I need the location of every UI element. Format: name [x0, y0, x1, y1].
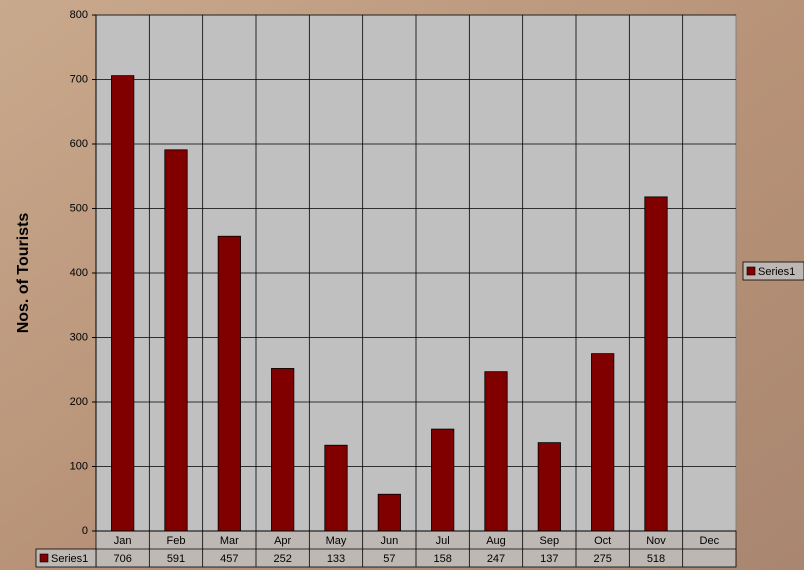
legend	[742, 261, 804, 281]
y-tick-label: 800	[70, 9, 88, 21]
x-tick-label: Aug	[486, 535, 506, 547]
x-tick-label: Dec	[700, 535, 720, 547]
x-tick-label: Feb	[167, 535, 186, 547]
x-tick-label: Jun	[380, 535, 398, 547]
bar	[431, 428, 455, 532]
bar	[164, 149, 188, 532]
table-legend-key	[39, 553, 49, 563]
y-tick-label: 0	[82, 525, 88, 537]
bar	[111, 75, 135, 532]
table-value: 275	[593, 553, 611, 565]
table-value: 158	[433, 553, 451, 565]
bar	[644, 196, 668, 532]
x-tick-label: Sep	[540, 535, 560, 547]
x-tick-label: Mar	[220, 535, 239, 547]
bar	[217, 235, 241, 532]
table-value: 57	[383, 553, 395, 565]
bar	[271, 368, 295, 532]
table-value: 706	[113, 553, 131, 565]
bar	[484, 371, 508, 532]
bar	[324, 444, 348, 532]
table-value: 137	[540, 553, 558, 565]
table-value: 518	[647, 553, 665, 565]
table-value: 247	[487, 553, 505, 565]
y-tick-label: 500	[70, 202, 88, 214]
x-tick-label: Apr	[274, 535, 291, 547]
y-tick-label: 200	[70, 396, 88, 408]
bar	[377, 493, 401, 532]
table-value: 133	[327, 553, 345, 565]
y-axis-label: Nos. of Tourists	[15, 213, 32, 334]
x-tick-label: May	[326, 535, 347, 547]
legend-label: Series1	[758, 266, 795, 278]
x-tick-label: Oct	[594, 535, 611, 547]
table-value: 591	[167, 553, 185, 565]
bar	[591, 353, 615, 532]
y-tick-label: 700	[70, 73, 88, 85]
legend-key	[746, 266, 756, 276]
x-tick-label: Nov	[646, 535, 666, 547]
y-tick-label: 300	[70, 331, 88, 343]
bar	[537, 442, 561, 532]
table-value: 252	[273, 553, 291, 565]
data-table-header	[35, 548, 97, 568]
table-value: 457	[220, 553, 238, 565]
x-tick-label: Jan	[114, 535, 132, 547]
x-tick-label: Jul	[436, 535, 450, 547]
y-tick-label: 400	[70, 267, 88, 279]
y-tick-label: 100	[70, 460, 88, 472]
y-tick-label: 600	[70, 138, 88, 150]
table-series-name: Series1	[51, 553, 88, 565]
